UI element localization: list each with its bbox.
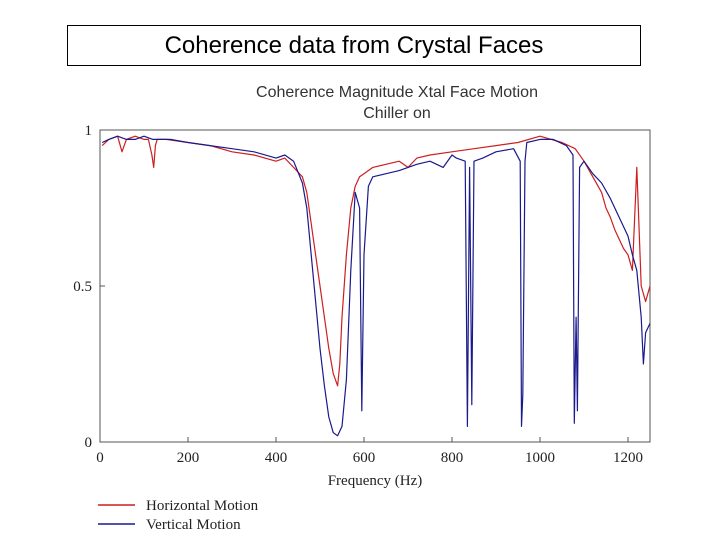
y-tick-label: 0 [85, 435, 93, 451]
axis-ticks: 0 200 400 600 800 1000 1200 0 0.5 1 [73, 123, 643, 466]
legend: Horizontal Motion Vertical Motion [98, 498, 259, 533]
chart-subtitle: Chiller on [363, 105, 431, 122]
x-tick-label: 0 [96, 450, 104, 466]
x-tick-label: 800 [441, 450, 464, 466]
series-line-vertical-motion [101, 135, 651, 437]
x-tick-label: 400 [265, 450, 288, 466]
x-tick-label: 200 [177, 450, 200, 466]
y-tick-label: 1 [85, 123, 93, 139]
plot-lines [101, 135, 651, 437]
series-line-horizontal-motion [101, 135, 651, 387]
y-tick-label: 0.5 [73, 279, 92, 295]
x-tick-label: 600 [353, 450, 376, 466]
legend-label: Vertical Motion [146, 517, 241, 533]
x-tick-label: 1000 [525, 450, 555, 466]
legend-label: Horizontal Motion [146, 498, 259, 514]
x-tick-label: 1200 [613, 450, 643, 466]
slide-title: Coherence data from Crystal Faces [67, 25, 641, 66]
x-axis-label: Frequency (Hz) [328, 473, 423, 489]
chart-title: Coherence Magnitude Xtal Face Motion [256, 84, 538, 101]
